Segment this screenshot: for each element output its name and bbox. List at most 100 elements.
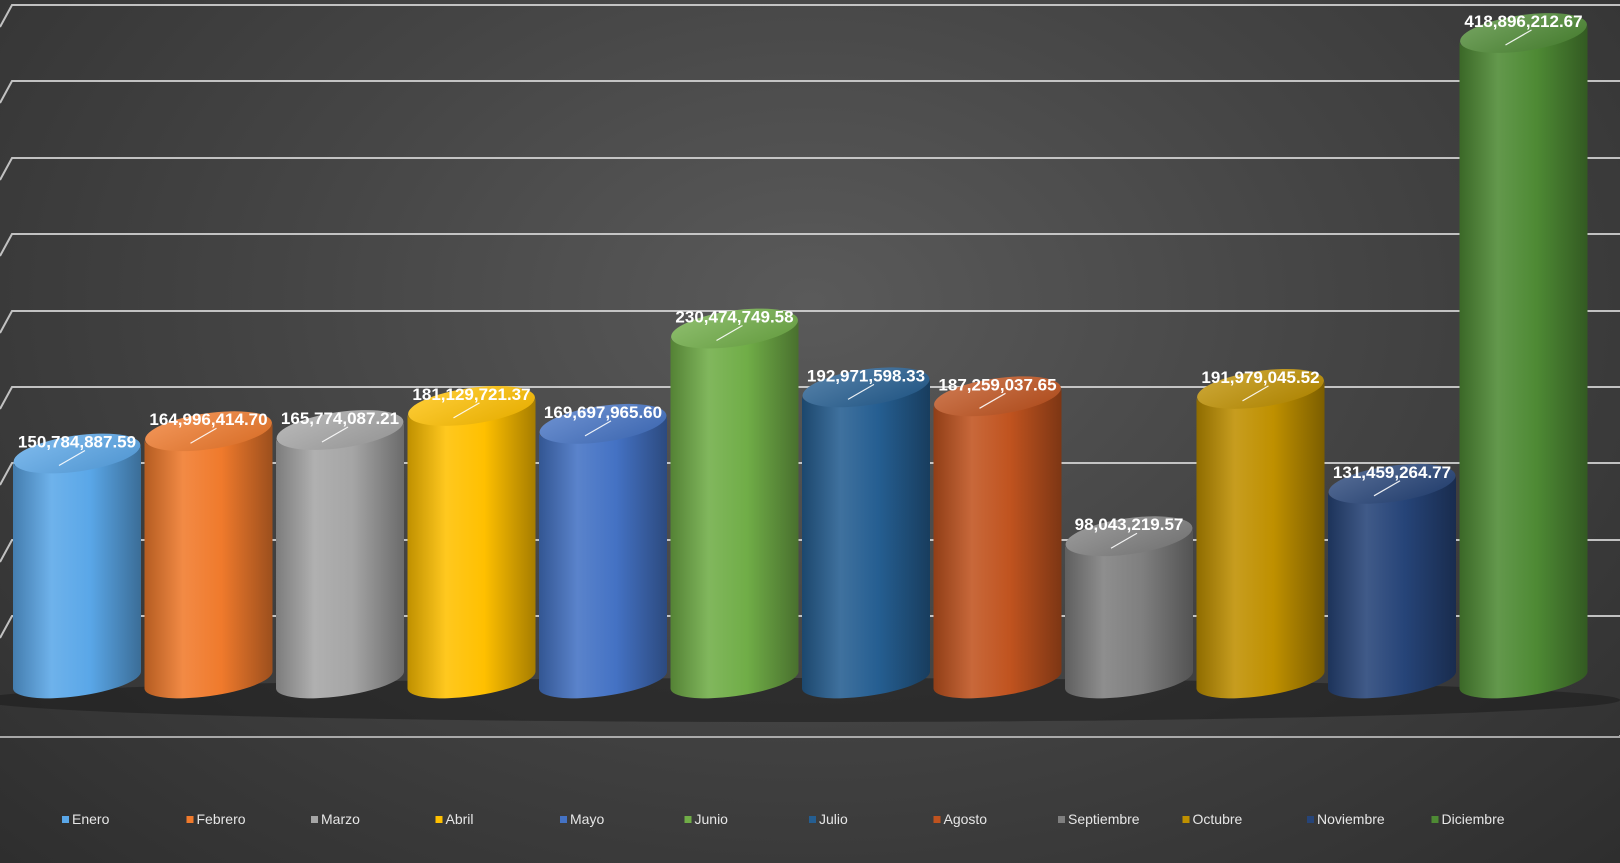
bar-marzo xyxy=(276,410,405,699)
bar-junio xyxy=(670,308,799,699)
legend-swatch xyxy=(1431,816,1439,823)
bar-top xyxy=(276,410,404,450)
legend-item-abril: Abril xyxy=(435,811,474,827)
legend-item-marzo: Marzo xyxy=(311,811,360,827)
bar-top xyxy=(1065,516,1193,557)
bar-septiembre xyxy=(1065,516,1194,699)
data-label-noviembre: 131,459,264.77 xyxy=(1333,463,1451,482)
legend-item-mayo: Mayo xyxy=(560,811,604,827)
data-label-octubre: 191,979,045.52 xyxy=(1201,368,1319,387)
gridlines xyxy=(0,4,1620,738)
legend-swatch xyxy=(809,816,816,823)
data-label-mayo: 169,697,965.60 xyxy=(544,403,662,422)
legend-swatch xyxy=(933,816,941,823)
legend-label: Marzo xyxy=(321,811,360,827)
data-label-septiembre: 98,043,219.57 xyxy=(1075,515,1184,534)
legend-swatch xyxy=(186,816,194,823)
bar-top xyxy=(145,411,272,452)
legend-label: Febrero xyxy=(197,811,246,827)
legend-swatch xyxy=(1058,816,1065,823)
bar-top xyxy=(802,367,930,408)
legend-label: Enero xyxy=(72,811,110,827)
bar-body xyxy=(276,421,405,699)
bar-julio xyxy=(802,367,931,699)
label-leader xyxy=(190,427,217,444)
bar-top xyxy=(539,403,667,444)
legend-label: Diciembre xyxy=(1442,811,1505,827)
bar-febrero xyxy=(144,411,273,699)
legend-label: Mayo xyxy=(570,811,604,827)
legend-swatch xyxy=(62,816,69,823)
bar-body xyxy=(1065,527,1194,699)
data-label-diciembre: 418,896,212.67 xyxy=(1464,12,1582,31)
legend-label: Julio xyxy=(819,811,848,827)
legend-item-julio: Julio xyxy=(809,811,848,827)
bar-abril xyxy=(407,385,536,699)
label-leader xyxy=(847,383,875,400)
legend-swatch xyxy=(435,816,443,823)
bar-body xyxy=(670,319,799,699)
legend-swatch xyxy=(311,816,318,823)
legend-label: Abril xyxy=(446,811,474,827)
gridline xyxy=(0,386,1620,410)
bar-top xyxy=(934,376,1061,417)
bar-top xyxy=(1460,13,1587,53)
legend-swatch xyxy=(1182,816,1190,823)
legend-item-agosto: Agosto xyxy=(933,811,988,827)
bar-body xyxy=(1196,380,1325,699)
data-label-abril: 181,129,721.37 xyxy=(412,385,530,404)
legend-item-enero: Enero xyxy=(62,811,110,827)
bar-body xyxy=(144,422,273,699)
legend-label: Junio xyxy=(695,811,729,827)
floor-line xyxy=(0,735,1620,738)
data-label-agosto: 187,259,037.65 xyxy=(938,375,1056,394)
data-label-febrero: 164,996,414.70 xyxy=(149,410,267,429)
label-leader xyxy=(1242,385,1269,402)
bar-noviembre xyxy=(1328,463,1457,699)
bar-top xyxy=(671,308,798,349)
label-leader xyxy=(321,426,349,443)
data-label-julio: 192,971,598.33 xyxy=(807,366,925,385)
bar-diciembre xyxy=(1459,13,1588,699)
legend-item-noviembre: Noviembre xyxy=(1307,811,1385,827)
label-leader xyxy=(1110,532,1138,549)
bar-enero xyxy=(13,433,142,699)
data-label-enero: 150,784,887.59 xyxy=(18,433,136,452)
bar-body xyxy=(539,415,668,699)
label-leader xyxy=(1505,29,1532,46)
label-leader xyxy=(584,420,612,437)
legend-label: Noviembre xyxy=(1317,811,1385,827)
bar-body xyxy=(1459,24,1588,699)
bar-body xyxy=(407,397,536,699)
bar-body xyxy=(933,387,1062,699)
label-leader xyxy=(979,392,1006,409)
label-leader xyxy=(716,325,743,342)
legend-swatch xyxy=(1307,816,1314,823)
bar-agosto xyxy=(933,376,1062,699)
bar-mayo xyxy=(539,403,668,699)
data-labels: 150,784,887.59 164,996,414.70 165,774,087.… xyxy=(18,12,1583,549)
legend-label: Septiembre xyxy=(1068,811,1140,827)
legend: Enero Febrero Marzo Abril Mayo Junio Julio Agos… xyxy=(62,811,1505,827)
legend-item-junio: Junio xyxy=(684,811,729,827)
legend-item-octubre: Octubre xyxy=(1182,811,1243,827)
bar-top xyxy=(13,433,141,474)
gridline xyxy=(0,157,1620,181)
legend-item-diciembre: Diciembre xyxy=(1431,811,1505,827)
bar-top xyxy=(1328,463,1456,504)
legend-label: Agosto xyxy=(944,811,988,827)
label-leader xyxy=(58,449,86,467)
legend-item-febrero: Febrero xyxy=(186,811,246,827)
data-label-marzo: 165,774,087.21 xyxy=(281,409,399,428)
bar-body xyxy=(13,444,142,699)
gridline xyxy=(0,310,1620,334)
bar-body xyxy=(802,378,931,699)
label-leader xyxy=(1373,480,1401,497)
gridline xyxy=(0,4,1620,28)
legend-label: Octubre xyxy=(1193,811,1243,827)
legend-swatch xyxy=(560,816,567,823)
bar-top xyxy=(1197,368,1324,409)
bars xyxy=(13,13,1588,699)
